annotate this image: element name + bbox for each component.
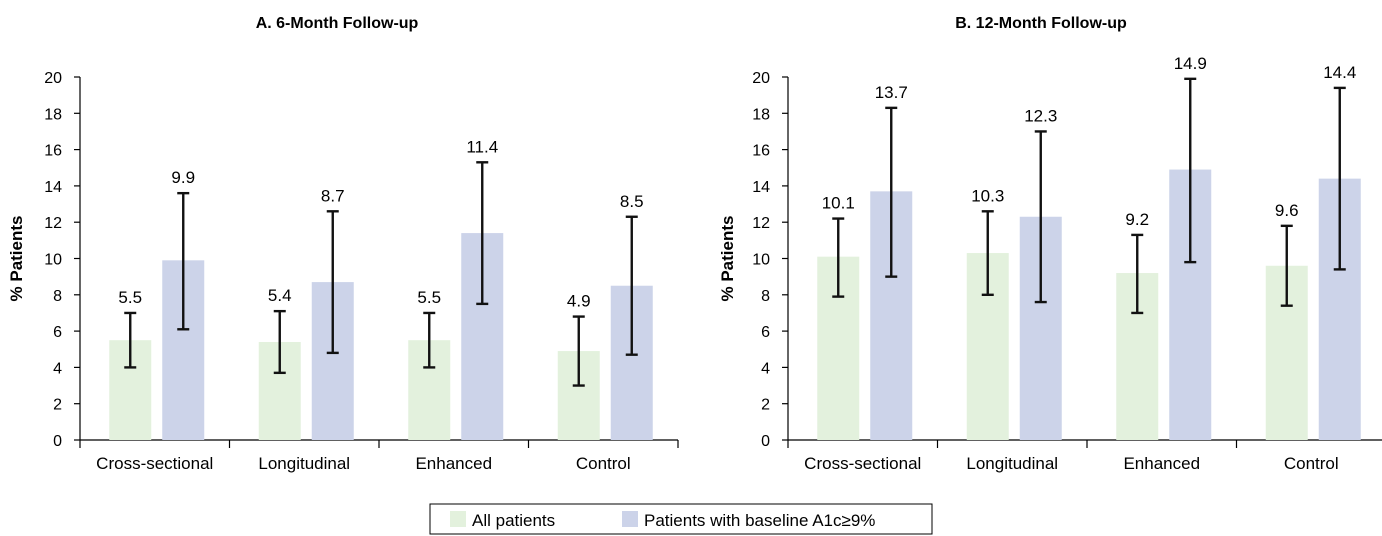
data-label: 12.3 [1024,106,1057,125]
y-tick-label: 12 [752,215,770,232]
data-label: 5.5 [417,288,441,307]
legend-box [429,503,933,535]
y-tick-label: 4 [53,360,62,377]
legend-swatch-high-a1c [622,511,638,527]
data-label: 10.1 [822,194,855,213]
y-tick-label: 12 [44,215,62,232]
x-category-label: Enhanced [1123,454,1200,473]
y-tick-label: 8 [761,288,770,305]
y-tick-label: 10 [44,252,62,269]
data-label: 8.7 [321,186,345,205]
y-tick-label: 20 [752,70,770,87]
y-tick-label: 18 [752,106,770,123]
legend: All patients Patients with baseline A1c≥… [429,503,933,535]
chart-panel-6-month: A. 6-Month Follow-up % Patients 0 2 4 6 8 10 12 1… [7,15,679,473]
y-axis-title: % Patients [718,216,737,302]
chart-title: A. 6-Month Follow-up [256,15,419,32]
chart-panel-12-month: B. 12-Month Follow-up % Patients 0 2 4 6 8 10 12… [718,15,1382,473]
x-category-label: Longitudinal [258,454,350,473]
data-label: 9.6 [1275,201,1299,220]
y-axis-title: % Patients [7,216,26,302]
data-label: 14.4 [1323,63,1356,82]
x-category-label: Cross-sectional [804,454,921,473]
data-label: 13.7 [875,83,908,102]
chart-title: B. 12-Month Follow-up [955,15,1127,32]
y-tick-label: 6 [53,324,62,341]
legend-label-all-patients: All patients [472,511,555,530]
x-category-label: Control [576,454,631,473]
data-label: 8.5 [620,192,644,211]
y-tick-label: 2 [53,397,62,414]
data-label: 9.2 [1125,210,1149,229]
y-tick-label: 14 [44,179,62,196]
y-tick-label: 4 [761,360,770,377]
x-category-label: Control [1284,454,1339,473]
y-tick-label: 0 [53,433,62,450]
data-label: 5.4 [268,286,292,305]
legend-label-high-a1c: Patients with baseline A1c≥9% [644,511,875,530]
data-label: 9.9 [171,168,195,187]
y-tick-label: 10 [752,252,770,269]
y-tick-label: 20 [44,70,62,87]
x-category-label: Enhanced [415,454,492,473]
y-tick-label: 2 [761,397,770,414]
y-tick-label: 8 [53,288,62,305]
data-label: 4.9 [567,292,591,311]
data-label: 11.4 [466,137,498,156]
x-category-label: Cross-sectional [96,454,213,473]
y-tick-label: 0 [761,433,770,450]
y-tick-label: 14 [752,179,770,196]
legend-swatch-all-patients [450,511,466,527]
y-tick-label: 16 [44,143,62,160]
data-label: 10.3 [971,186,1004,205]
data-label: 5.5 [118,288,142,307]
y-tick-label: 6 [761,324,770,341]
y-tick-label: 16 [752,143,770,160]
x-category-label: Longitudinal [966,454,1058,473]
data-label: 14.9 [1174,54,1207,73]
y-tick-label: 18 [44,106,62,123]
